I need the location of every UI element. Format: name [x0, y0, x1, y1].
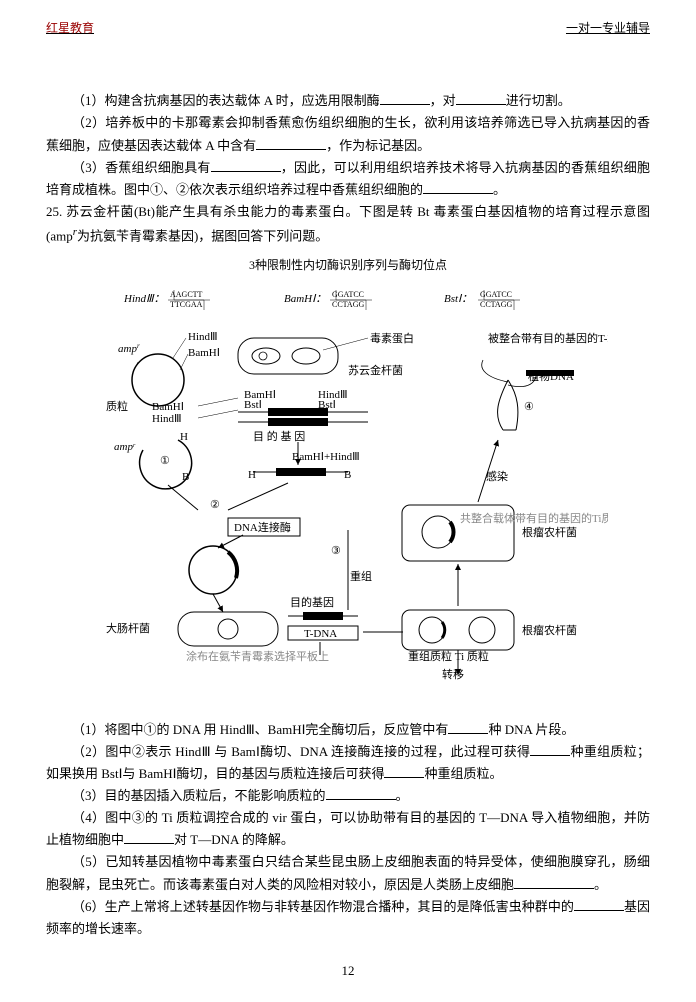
svg-text:HindⅢ: HindⅢ [188, 331, 218, 343]
svg-text:②: ② [210, 499, 220, 511]
svg-text:CCTAGG: CCTAGG [332, 300, 364, 309]
q6-a: （6）生产上常将上述转基因作物与非转基因作物混合播种，其目的是降低害虫种群中的 [72, 899, 574, 914]
blank [326, 786, 396, 800]
p2-b: ，作为标记基因。 [326, 138, 430, 153]
svg-text:③: ③ [331, 545, 341, 557]
svg-text:HindⅢ: HindⅢ [152, 413, 182, 425]
blank [124, 830, 174, 844]
q1-a: （1）将图中①的 DNA 用 HindⅢ、BamHⅠ完全酶切后，反应管中有 [72, 722, 448, 737]
svg-text:GGATCC: GGATCC [332, 290, 364, 299]
header-right: 一对一专业辅导 [566, 18, 650, 38]
p3-c: 。 [493, 182, 506, 197]
q5-b: 。 [594, 877, 607, 892]
p3-a: （3）香蕉组织细胞具有 [72, 160, 211, 175]
svg-text:目的基因: 目的基因 [290, 595, 334, 609]
p1-a: （1）构建含抗病基因的表达载体 A 时，应选用限制酶 [72, 93, 380, 108]
svg-text:BamHⅠ：: BamHⅠ： [284, 293, 326, 305]
q2-a: （2）图中②表示 HindⅢ 与 BamⅠ酶切、DNA 连接酶连接的过程，此过程… [72, 744, 530, 759]
svg-text:BamHⅠ: BamHⅠ [152, 401, 184, 413]
svg-text:BstⅠ：: BstⅠ： [444, 293, 472, 305]
svg-text:B: B [344, 469, 351, 481]
svg-text:涂布在氨苄青霉素选择平板上: 涂布在氨苄青霉素选择平板上 [186, 649, 329, 663]
svg-text:大肠杆菌: 大肠杆菌 [106, 621, 150, 635]
svg-text:H: H [180, 431, 188, 443]
svg-text:转移: 转移 [442, 667, 464, 681]
svg-text:DNA连接酶: DNA连接酶 [234, 521, 291, 534]
blank [456, 91, 506, 105]
svg-text:目 的 基 因: 目 的 基 因 [253, 429, 305, 443]
flowchart-svg: HindⅢ： AAGCTT TTCGAA BamHⅠ： GGATCC CCTAG… [88, 280, 608, 700]
svg-text:根瘤农杆菌: 根瘤农杆菌 [522, 525, 577, 539]
svg-text:HindⅢ：: HindⅢ： [123, 293, 165, 305]
blank [384, 764, 424, 778]
q4-b: 对 T—DNA 的降解。 [174, 832, 294, 847]
svg-text:B: B [182, 471, 189, 483]
blank [514, 875, 594, 889]
question-block: （1）构建含抗病基因的表达载体 A 时，应选用限制酶，对进行切割。 （2）培养板… [46, 90, 650, 247]
svg-text:GGATCC: GGATCC [480, 290, 512, 299]
svg-text:质粒: 质粒 [106, 399, 128, 413]
p1-b: ，对 [430, 93, 456, 108]
blank [448, 720, 488, 734]
q2-c: 种重组质粒。 [424, 766, 502, 781]
page-number: 12 [46, 960, 650, 982]
svg-text:④: ④ [524, 401, 534, 413]
svg-text:H: H [248, 469, 256, 481]
diagram: 3种限制性内切酶识别序列与酶切位点 HindⅢ： AAGCTT TTCGAA B… [88, 255, 608, 706]
q3-b: 。 [396, 788, 409, 803]
svg-text:重组: 重组 [350, 569, 372, 583]
svg-text:BamHⅠ+HindⅢ: BamHⅠ+HindⅢ [292, 451, 360, 463]
p1-c: 进行切割。 [506, 93, 571, 108]
q1-b: 种 DNA 片段。 [488, 722, 574, 737]
svg-text:感染: 感染 [486, 469, 508, 483]
svg-text:毒素蛋白: 毒素蛋白 [370, 331, 414, 345]
svg-text:共整合载体带有目的基因的Ti质粒: 共整合载体带有目的基因的Ti质粒 [460, 511, 608, 525]
svg-text:TTCGAA: TTCGAA [170, 300, 203, 309]
blank [530, 742, 570, 756]
q25-b: 为抗氨苄青霉素基因)，据图回答下列问题。 [77, 228, 328, 243]
svg-text:BamHⅠ: BamHⅠ [188, 347, 220, 359]
blank [211, 158, 281, 172]
svg-text:苏云金杆菌: 苏云金杆菌 [348, 363, 403, 377]
blank [256, 136, 326, 150]
blank [380, 91, 430, 105]
svg-text:BstⅠ: BstⅠ [244, 399, 262, 411]
svg-text:①: ① [160, 455, 170, 467]
svg-text:ampr: ampr [118, 342, 140, 355]
blank [423, 180, 493, 194]
svg-text:T-DNA: T-DNA [304, 628, 337, 640]
blank [574, 897, 624, 911]
svg-text:被整合带有目的基因的T-DNA: 被整合带有目的基因的T-DNA [488, 331, 608, 345]
sub-questions: （1）将图中①的 DNA 用 HindⅢ、BamHⅠ完全酶切后，反应管中有 种 D… [46, 719, 650, 940]
q3-a: （3）目的基因插入质粒后，不能影响质粒的 [72, 788, 326, 803]
svg-text:ampr: ampr [114, 441, 136, 453]
header-left: 红星教育 [46, 18, 94, 38]
svg-text:根瘤农杆菌: 根瘤农杆菌 [522, 623, 577, 637]
diagram-title: 3种限制性内切酶识别序列与酶切位点 [88, 255, 608, 275]
svg-text:重组质粒 Ti 质粒: 重组质粒 Ti 质粒 [408, 649, 489, 663]
svg-text:AAGCTT: AAGCTT [170, 290, 203, 299]
svg-text:CCTAGG: CCTAGG [480, 300, 512, 309]
